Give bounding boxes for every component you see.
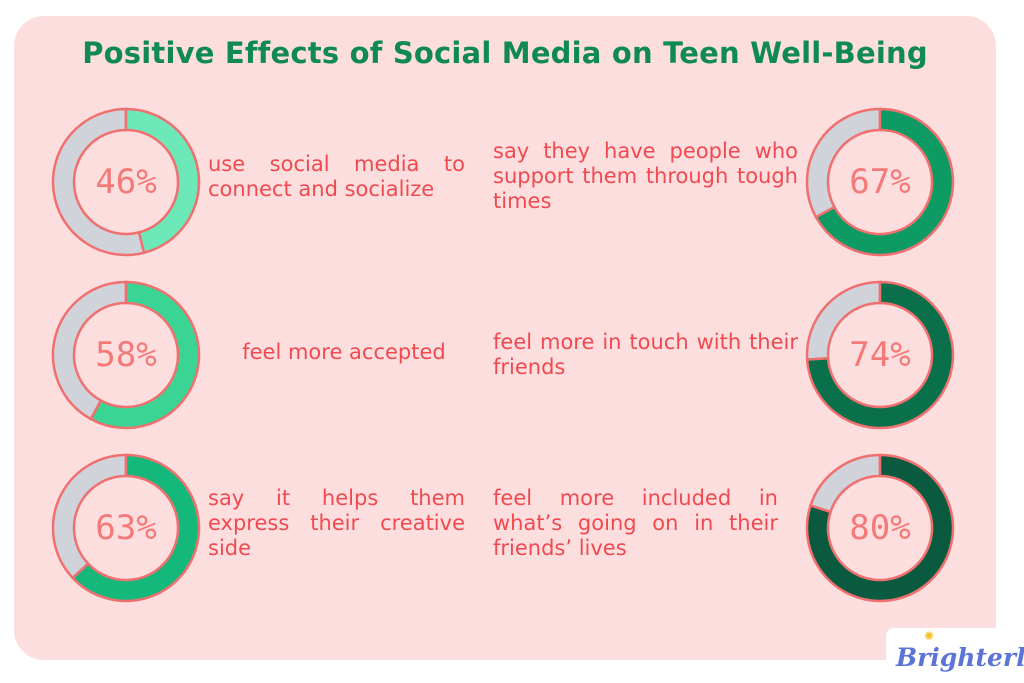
percent-label: 63% <box>95 508 157 548</box>
donut-chart: 58% <box>50 279 202 431</box>
percent-label: 74% <box>849 335 911 375</box>
donut-value-segment <box>805 453 955 603</box>
donut-remainder-segment <box>51 280 128 421</box>
donut-value-segment <box>805 280 955 430</box>
donut-remainder-segment <box>51 107 146 257</box>
donut-value-segment <box>71 453 201 603</box>
donut-value-segment <box>814 107 955 257</box>
donut-chart: 80% <box>804 452 956 604</box>
donut-value-segment <box>89 280 201 430</box>
donut-chart: 74% <box>804 279 956 431</box>
percent-label: 58% <box>95 335 157 375</box>
stat-description: use social media to connect and socializ… <box>208 152 465 201</box>
chart-title: Positive Effects of Social Media on Teen… <box>82 36 928 70</box>
sun-icon: ✺ <box>924 629 935 643</box>
percent-label: 67% <box>849 162 911 202</box>
donut-value-segment <box>124 107 201 255</box>
logo-text: Brighterly <box>896 643 1024 672</box>
percent-label: 46% <box>95 162 157 202</box>
donut-chart: 46% <box>50 106 202 258</box>
stat-description: feel more included in what’s going on in… <box>493 486 778 560</box>
donut-chart: 67% <box>804 106 956 258</box>
donut-chart: 63% <box>50 452 202 604</box>
percent-label: 80% <box>849 508 911 548</box>
stat-description: say they have people who support them th… <box>493 139 798 213</box>
stat-description: say it helps them express their creative… <box>208 486 465 560</box>
brighterly-logo: ✺ Brighterly <box>886 628 1024 674</box>
stat-description: feel more in touch with their friends <box>493 330 798 379</box>
stat-description: feel more accepted <box>242 340 446 364</box>
